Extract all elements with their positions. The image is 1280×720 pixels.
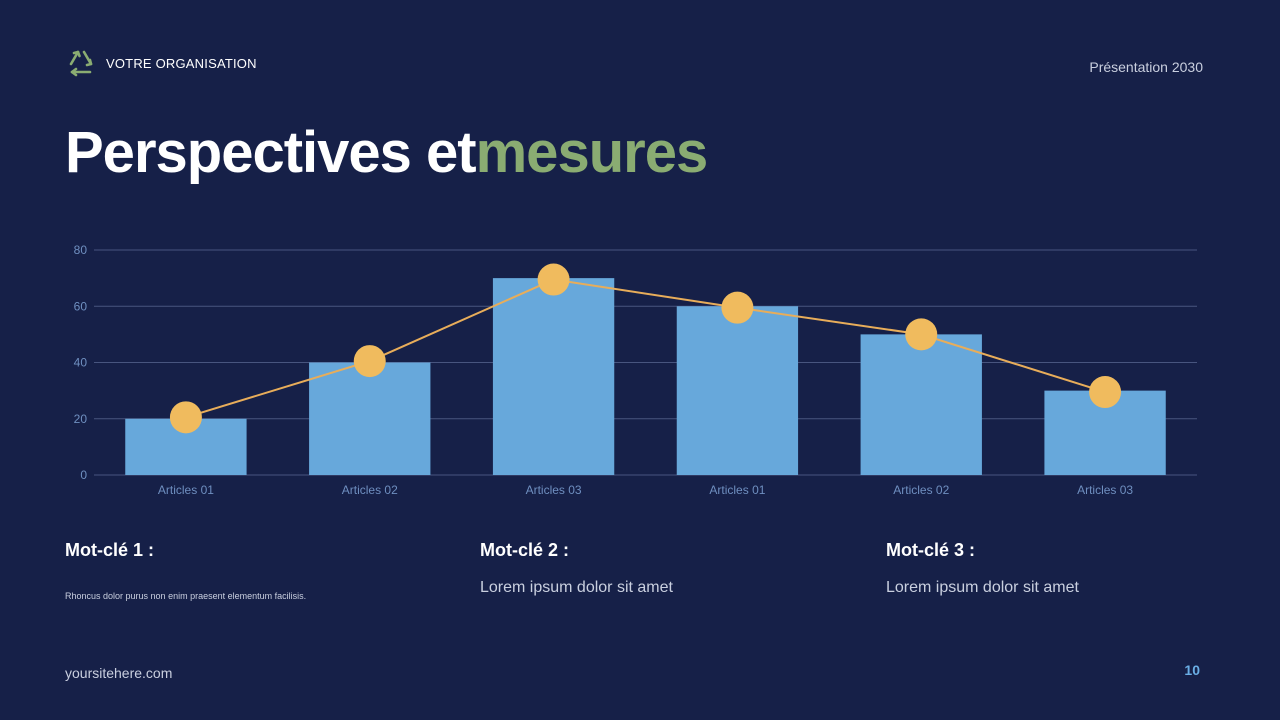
x-tick-label: Articles 01 (709, 483, 765, 497)
data-point (169, 401, 202, 434)
data-point (537, 263, 570, 296)
keyword-block-1: Mot-clé 1 : Rhoncus dolor purus non enim… (65, 540, 306, 601)
page-title: Perspectives etmesures (65, 118, 709, 188)
keyword-title: Mot-clé 1 : (65, 540, 155, 560)
data-point (905, 318, 938, 351)
keyword-block-2: Mot-clé 2 : Lorem ipsum dolor sit amet (480, 540, 673, 597)
recycle-icon (69, 50, 93, 77)
x-tick-label: Articles 01 (158, 483, 214, 497)
footer-site-link[interactable]: yoursitehere.com (65, 665, 173, 681)
y-tick-label: 40 (74, 356, 88, 370)
data-point (353, 345, 386, 378)
presentation-label: Présentation 2030 (1089, 59, 1203, 75)
bar (492, 278, 615, 475)
series-line (185, 278, 1106, 419)
keyword-text: Lorem ipsum dolor sit amet (480, 579, 673, 596)
bar (309, 362, 431, 475)
keyword-title: Mot-clé 2 : (480, 540, 570, 560)
y-tick-label: 0 (80, 468, 87, 482)
title-main: Perspectives et (65, 120, 477, 185)
organization-header: VOTRE ORGANISATION (65, 47, 257, 79)
x-tick-label: Articles 02 (342, 483, 398, 497)
x-tick-label: Articles 02 (893, 483, 949, 497)
keyword-title: Mot-clé 3 : (886, 540, 976, 560)
bar (676, 306, 799, 475)
y-tick-label: 20 (74, 412, 88, 426)
organization-name: VOTRE ORGANISATION (106, 55, 257, 71)
x-tick-label: Articles 03 (1077, 483, 1133, 497)
keyword-text: Lorem ipsum dolor sit amet (886, 579, 1079, 596)
data-point (721, 291, 754, 324)
combo-chart: 0 20 40 60 80 Articles 01 Articles 02 Articles … (74, 243, 1197, 497)
y-tick-label: 60 (74, 299, 88, 313)
keyword-block-3: Mot-clé 3 : Lorem ipsum dolor sit amet (886, 540, 1079, 597)
bar (860, 334, 982, 475)
page-number: 10 (1184, 662, 1200, 678)
title-accent: mesures (475, 120, 709, 185)
keyword-text: Rhoncus dolor purus non enim praesent el… (65, 591, 307, 601)
x-tick-label: Articles 03 (526, 483, 582, 497)
y-tick-label: 80 (74, 243, 88, 257)
data-point (1089, 376, 1122, 409)
